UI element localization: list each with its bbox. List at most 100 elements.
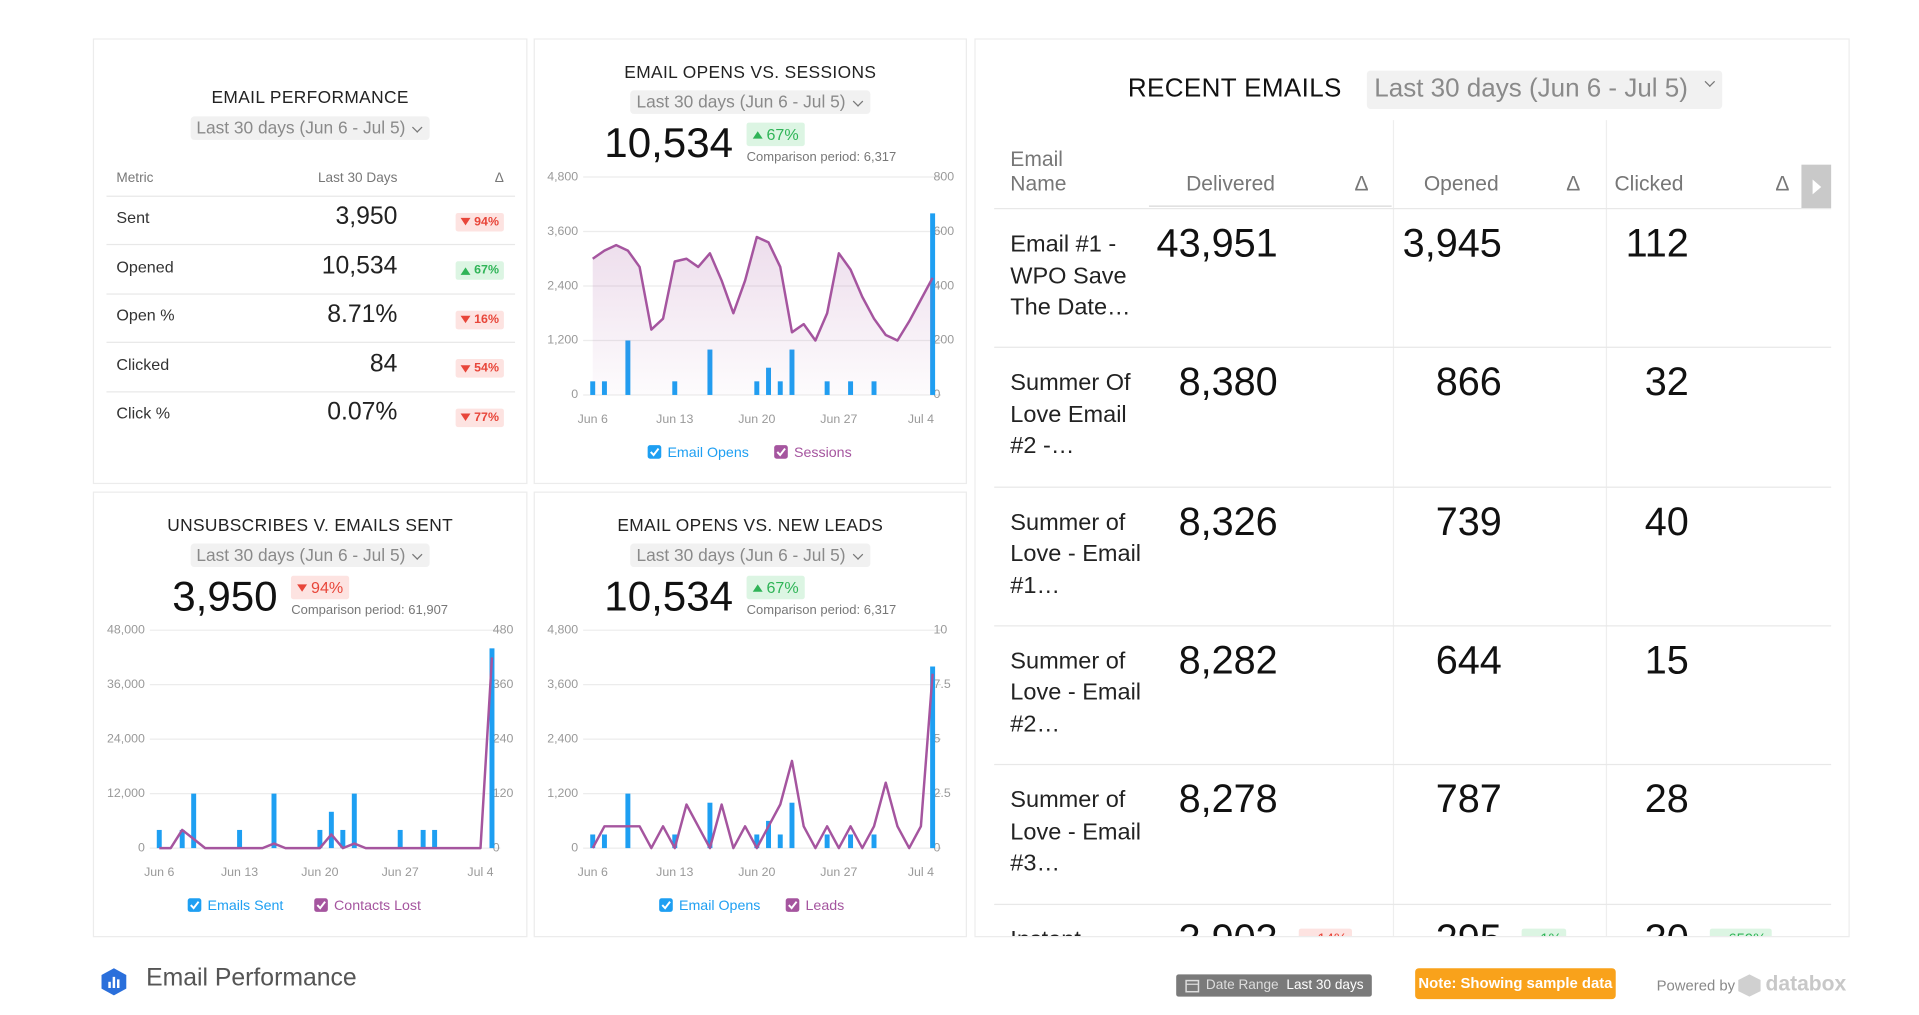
line xyxy=(591,673,934,850)
kpi-value: 10,534 xyxy=(604,573,734,621)
bar xyxy=(707,802,713,849)
kpi-row: 10,534 67% Comparison period: 6,317 xyxy=(535,574,966,619)
legend-item[interactable]: Contacts Lost xyxy=(314,898,421,914)
logo xyxy=(101,968,127,996)
bar xyxy=(871,834,877,849)
metric-name: Opened xyxy=(116,257,174,276)
calendar-frame xyxy=(1185,979,1200,993)
bar xyxy=(340,829,346,849)
x-tick-label: Jun 6 xyxy=(578,412,608,426)
x-tick-label: Jun 20 xyxy=(738,865,775,879)
metric-value: 10,534 xyxy=(321,252,398,280)
y-tick-label: 1,200 xyxy=(547,333,578,347)
area xyxy=(592,236,933,395)
y-tick-label: 12,000 xyxy=(107,786,145,800)
metric-name: Clicked xyxy=(116,355,170,374)
delta-badge: 659% xyxy=(1709,928,1772,937)
date-dropdown[interactable]: Last 30 days (Jun 6 - Jul 5) xyxy=(190,543,431,568)
y2-tick-label: 200 xyxy=(934,333,955,347)
kpi-row: 10,534 67% Comparison period: 6,317 xyxy=(535,121,966,166)
kpi-value: 10,534 xyxy=(604,120,734,168)
calendar-icon xyxy=(1185,979,1200,993)
delivered-value: 8,282 xyxy=(1178,637,1278,683)
y2-tick-label: 480 xyxy=(493,622,514,636)
delta-cell: 54% xyxy=(455,356,504,378)
widget-title: RECENT EMAILS xyxy=(1127,74,1342,103)
bar xyxy=(672,834,678,849)
x-tick-label: Jul 4 xyxy=(908,865,934,879)
scroll-right-button[interactable] xyxy=(1801,164,1832,209)
date-range-value: Last 30 days xyxy=(1286,978,1364,993)
column-header: Δ xyxy=(494,170,504,186)
chart-widget: EMAIL OPENS VS. NEW LEADS Last 30 days (J… xyxy=(533,491,967,938)
widget-title: EMAIL PERFORMANCE xyxy=(211,86,409,107)
bar xyxy=(420,829,426,849)
opened-value: 3,945 xyxy=(1402,220,1502,265)
header-underline xyxy=(1148,205,1392,207)
legend-item[interactable]: Emails Sent xyxy=(187,898,284,914)
clicked-value: 28 xyxy=(1644,776,1689,822)
delta-badge: 1% xyxy=(1521,928,1567,937)
opened-value: 739 xyxy=(1435,498,1502,544)
y2-tick-label: 600 xyxy=(934,224,955,238)
legend-checkbox xyxy=(647,445,662,459)
legend-item[interactable]: Sessions xyxy=(774,445,852,461)
metric-name: Click % xyxy=(116,404,171,423)
x-tick-label: Jun 13 xyxy=(656,412,693,426)
metric-value: 8.71% xyxy=(327,301,398,329)
delta-badge: 94% xyxy=(455,212,504,231)
date-dropdown[interactable]: Last 30 days (Jun 6 - Jul 5) xyxy=(190,116,431,140)
y-tick-label: 4,800 xyxy=(547,622,578,636)
bar xyxy=(601,834,607,849)
clicked-value: 32 xyxy=(1644,359,1689,404)
legend-label: Leads xyxy=(806,898,845,914)
legend-item[interactable]: Email Opens xyxy=(659,898,760,914)
brand-icon xyxy=(1738,974,1761,997)
x-tick-label: Jul 4 xyxy=(908,412,934,426)
y2-tick-label: 120 xyxy=(493,786,514,800)
column-divider xyxy=(1605,120,1608,937)
bar xyxy=(754,834,760,849)
delta-badge: 77% xyxy=(455,408,504,428)
opened-value: 866 xyxy=(1435,359,1502,404)
column-header: Email Name xyxy=(1010,147,1067,196)
legend-checkbox xyxy=(785,898,800,912)
date-dropdown[interactable]: Last 30 days (Jun 6 - Jul 5) xyxy=(630,90,871,114)
column-header: Last 30 Days xyxy=(317,170,398,186)
delta-cell: 14% xyxy=(1298,927,1353,937)
y2-tick-label: 240 xyxy=(493,731,514,745)
bar xyxy=(156,829,162,849)
column-header: Δ xyxy=(1354,172,1369,196)
delta-badge: 14% xyxy=(1298,928,1353,937)
column-header: Δ xyxy=(1566,172,1581,196)
bar xyxy=(489,648,495,849)
y-tick-label: 3,600 xyxy=(547,677,578,691)
kpi-row: 3,950 94% Comparison period: 61,907 xyxy=(94,574,526,619)
x-tick-label: Jun 27 xyxy=(382,865,419,879)
legend-item[interactable]: Leads xyxy=(785,898,845,914)
date-dropdown[interactable]: Last 30 days (Jun 6 - Jul 5) xyxy=(1366,70,1723,109)
legend-label: Email Opens xyxy=(679,898,760,914)
date-range-chip[interactable]: Date Range Last 30 days xyxy=(1176,974,1372,997)
delta-badge: 67% xyxy=(746,122,805,147)
date-dropdown-wrap: Last 30 days (Jun 6 - Jul 5) xyxy=(94,116,526,140)
delta-badge: 67% xyxy=(746,575,805,600)
date-range-label: Date Range xyxy=(1205,978,1279,993)
y2-tick-label: 400 xyxy=(934,278,955,292)
column-header: Metric xyxy=(116,170,154,186)
legend-item[interactable]: Email Opens xyxy=(647,445,749,461)
email-name: Instant xyxy=(1010,924,1156,936)
date-dropdown[interactable]: Last 30 days (Jun 6 - Jul 5) xyxy=(630,543,871,568)
comparison: Comparison period: 6,317 xyxy=(746,602,897,618)
delta-badge: 16% xyxy=(455,310,504,329)
legend-label: Sessions xyxy=(794,445,852,461)
y-tick-label: 4,800 xyxy=(547,169,578,183)
y-tick-label: 3,600 xyxy=(547,224,578,238)
chart: 0 1,200 2,400 3,600 4,800 0 200 400 600 800 Jun 6 J… xyxy=(547,169,955,461)
metric-value: 3,950 xyxy=(335,203,398,231)
row-divider xyxy=(994,903,1832,905)
bar xyxy=(930,213,936,395)
logo-bar xyxy=(117,979,120,989)
bar xyxy=(351,793,357,849)
logo-bar xyxy=(112,976,116,989)
